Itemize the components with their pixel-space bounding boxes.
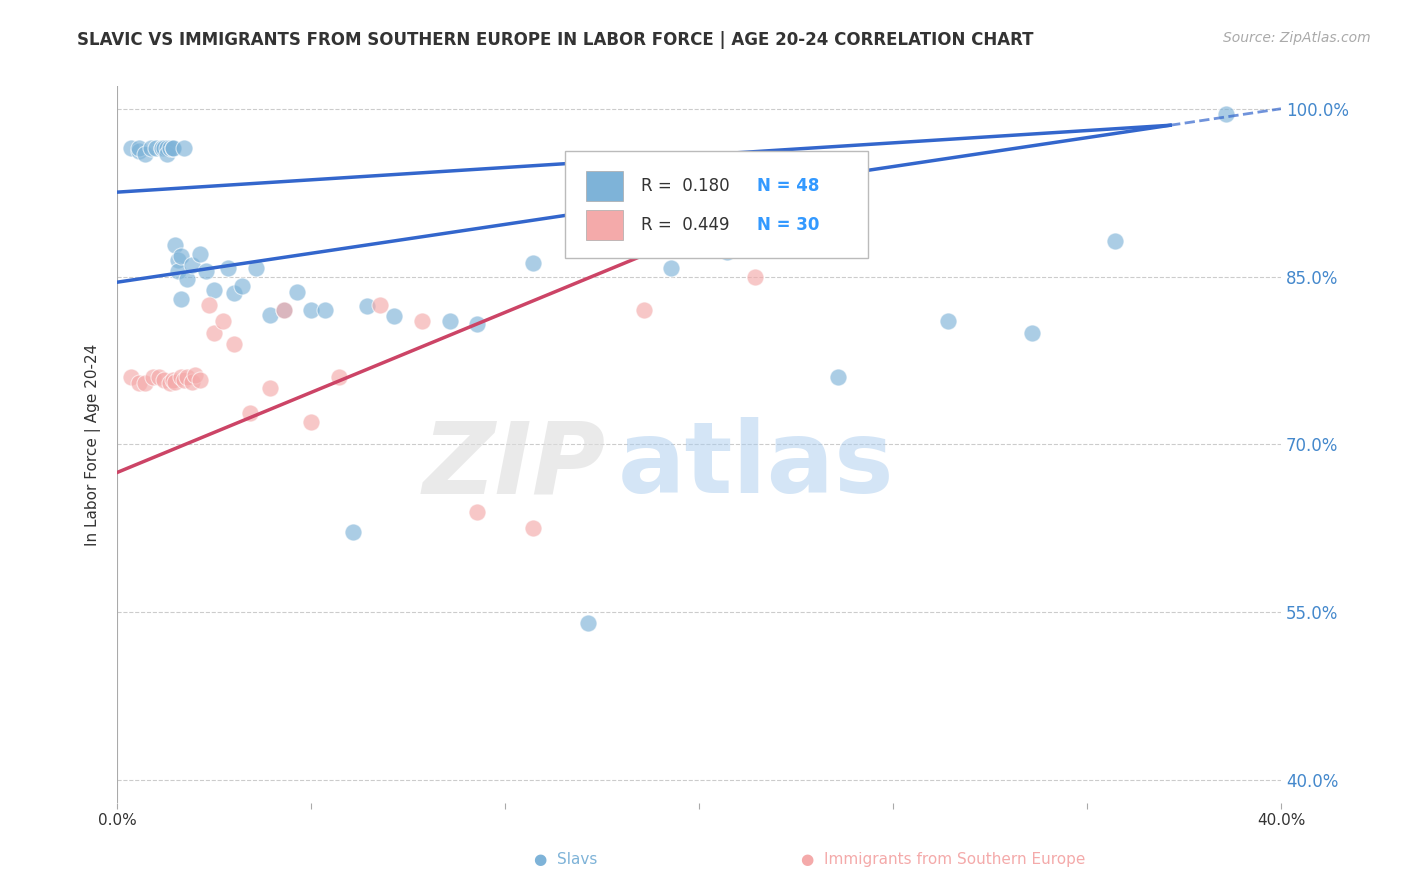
Point — [299, 415, 322, 429]
Text: Source: ZipAtlas.com: Source: ZipAtlas.com — [1223, 31, 1371, 45]
Point — [222, 336, 245, 351]
Point — [299, 303, 322, 318]
Point — [1104, 234, 1126, 248]
Point — [744, 269, 766, 284]
Point — [467, 317, 489, 331]
Point — [633, 303, 655, 318]
Point — [176, 272, 198, 286]
Point — [314, 303, 336, 318]
Point — [190, 247, 212, 261]
Text: N = 48: N = 48 — [758, 177, 820, 195]
Point — [259, 308, 281, 322]
Point — [165, 375, 187, 389]
Point — [181, 375, 204, 389]
Point — [159, 141, 181, 155]
Point — [150, 141, 173, 155]
Point — [170, 292, 193, 306]
Point — [134, 146, 156, 161]
Point — [167, 264, 190, 278]
Point — [328, 370, 350, 384]
Point — [1215, 107, 1237, 121]
Point — [370, 297, 392, 311]
Point — [120, 370, 142, 384]
Point — [197, 297, 219, 311]
Point — [156, 146, 179, 161]
Point — [148, 370, 170, 384]
Point — [827, 370, 849, 384]
Point — [153, 372, 176, 386]
FancyBboxPatch shape — [586, 171, 623, 201]
Point — [467, 505, 489, 519]
Point — [153, 141, 176, 155]
Point — [128, 141, 150, 155]
Point — [142, 370, 165, 384]
Point — [181, 259, 204, 273]
Point — [134, 376, 156, 390]
Point — [202, 283, 225, 297]
Point — [222, 286, 245, 301]
Point — [128, 145, 150, 159]
Point — [162, 141, 184, 155]
Point — [382, 309, 405, 323]
Point — [162, 141, 184, 155]
Text: ●  Slavs: ● Slavs — [534, 852, 598, 867]
Y-axis label: In Labor Force | Age 20-24: In Labor Force | Age 20-24 — [86, 343, 101, 546]
Point — [239, 406, 262, 420]
Point — [167, 252, 190, 267]
Text: ZIP: ZIP — [423, 417, 606, 515]
Point — [273, 303, 295, 318]
Point — [273, 303, 295, 318]
Point — [173, 372, 195, 386]
Point — [128, 376, 150, 390]
Point — [1021, 326, 1043, 340]
Point — [159, 376, 181, 390]
Point — [162, 372, 184, 386]
Point — [522, 256, 544, 270]
Point — [184, 368, 207, 382]
Text: ●  Immigrants from Southern Europe: ● Immigrants from Southern Europe — [801, 852, 1085, 867]
Point — [231, 278, 253, 293]
Point — [202, 326, 225, 340]
Point — [156, 141, 179, 155]
Point — [170, 370, 193, 384]
Point — [190, 372, 212, 386]
Point — [211, 314, 233, 328]
FancyBboxPatch shape — [565, 151, 868, 259]
Point — [150, 141, 173, 155]
FancyBboxPatch shape — [586, 210, 623, 240]
Point — [342, 524, 364, 539]
Point — [145, 141, 167, 155]
Text: atlas: atlas — [617, 417, 894, 515]
Point — [938, 314, 960, 328]
Point — [411, 314, 433, 328]
Point — [165, 238, 187, 252]
Point — [576, 616, 599, 631]
Point — [170, 249, 193, 263]
Point — [194, 264, 217, 278]
Point — [120, 141, 142, 155]
Point — [285, 285, 308, 300]
Point — [259, 382, 281, 396]
Point — [173, 141, 195, 155]
Text: N = 30: N = 30 — [758, 216, 820, 234]
Point — [716, 244, 738, 259]
Text: R =  0.449: R = 0.449 — [641, 216, 730, 234]
Text: SLAVIC VS IMMIGRANTS FROM SOUTHERN EUROPE IN LABOR FORCE | AGE 20-24 CORRELATION: SLAVIC VS IMMIGRANTS FROM SOUTHERN EUROP… — [77, 31, 1033, 49]
Point — [139, 141, 162, 155]
Point — [217, 260, 239, 275]
Text: R =  0.180: R = 0.180 — [641, 177, 730, 195]
Point — [522, 521, 544, 535]
Point — [356, 299, 378, 313]
Point — [661, 260, 683, 275]
Point — [245, 260, 267, 275]
Point — [439, 314, 461, 328]
Point — [176, 370, 198, 384]
